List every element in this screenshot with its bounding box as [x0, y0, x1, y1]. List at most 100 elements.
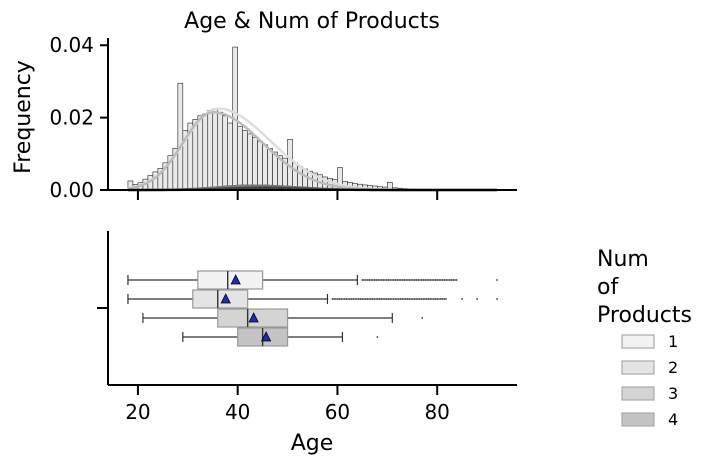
outlier-point [433, 279, 435, 281]
outlier-point [335, 298, 337, 300]
outlier-point [383, 298, 386, 300]
outlier-point [429, 298, 432, 300]
outlier-point [396, 279, 399, 281]
outlier-point [410, 279, 413, 281]
outlier-point [394, 298, 397, 300]
outlier-point [438, 298, 440, 300]
outlier-point [371, 279, 374, 281]
outlier-point [343, 298, 346, 300]
hist-bar [202, 113, 209, 191]
mean-marker [248, 312, 259, 323]
outlier-point [443, 279, 446, 281]
outlier-point [406, 298, 409, 300]
outlier-point [333, 298, 336, 300]
outlier-point [392, 279, 395, 281]
outlier-point [440, 279, 442, 281]
boxplot-4 [182, 327, 379, 347]
outlier-point [331, 298, 334, 300]
outlier-point [373, 279, 376, 281]
outlier-point [406, 279, 409, 281]
mean-marker [230, 274, 241, 285]
mean-marker [260, 331, 272, 342]
outlier-point [441, 298, 444, 300]
outlier-point [439, 298, 442, 300]
box-x-tick-label: 20 [125, 400, 150, 424]
hist-bar [217, 111, 224, 191]
outlier-point [389, 279, 392, 281]
outlier-point [364, 279, 367, 281]
outlier-point [384, 279, 386, 281]
outlier-point [385, 298, 388, 300]
outlier-point [427, 298, 430, 300]
outlier-point [376, 336, 379, 338]
outlier-point [417, 298, 419, 300]
outlier-point [357, 298, 360, 300]
outlier-point [387, 298, 390, 300]
outlier-point [340, 298, 343, 300]
outlier-point [403, 298, 405, 300]
outlier-point [424, 279, 427, 281]
outlier-point [338, 298, 341, 300]
outlier-point [385, 279, 388, 281]
outlier-point [371, 298, 374, 300]
outlier-point [432, 298, 435, 300]
outlier-point [368, 298, 371, 300]
outlier-point [401, 298, 404, 300]
outlier-point [420, 298, 423, 300]
outlier-point [461, 298, 464, 300]
boxplot-panel: 20 40 60 80 Age [97, 231, 517, 456]
outlier-point [347, 298, 350, 300]
chart-title: Age & Num of Products [184, 9, 440, 34]
outlier-point [369, 298, 372, 300]
hist-y-tick-label: 0.02 [49, 106, 94, 130]
outlier-point [378, 279, 381, 281]
outlier-point [425, 298, 428, 300]
outlier-point [429, 279, 432, 281]
outlier-point [401, 279, 404, 281]
outlier-point [447, 279, 449, 281]
outlier-point [397, 298, 400, 300]
outlier-point [408, 298, 411, 300]
outlier-point [350, 298, 353, 300]
outlier-point [368, 279, 371, 281]
outlier-point [355, 298, 358, 300]
outlier-point [342, 298, 344, 300]
hist-bar [227, 122, 233, 191]
outlier-point [421, 317, 424, 319]
hist-bar [252, 137, 258, 191]
outlier-point [411, 298, 414, 300]
outlier-point [366, 298, 369, 300]
legend-entries: 1 2 3 4 [621, 332, 678, 429]
outlier-point [431, 279, 434, 281]
box [197, 270, 264, 290]
outlier-point [404, 298, 407, 300]
outlier-point [413, 298, 416, 300]
outlier-point [370, 279, 373, 281]
outlier-point [364, 298, 367, 300]
outlier-point [427, 279, 430, 281]
outlier-point [380, 298, 383, 300]
hist-bar [222, 115, 229, 191]
outlier-point [399, 298, 402, 300]
outlier-point [373, 298, 376, 300]
legend-swatch-1 [621, 334, 655, 349]
box [192, 289, 249, 309]
outlier-point [415, 279, 418, 281]
outlier-point [422, 279, 425, 281]
legend-label-1: 1 [668, 332, 678, 351]
hist-y-tick-label: 0.04 [49, 33, 94, 57]
outlier-point [390, 298, 393, 300]
outlier-point [419, 279, 421, 281]
histogram-panel: 0.00 0.02 0.04 Frequency [11, 33, 517, 202]
outlier-point [345, 298, 348, 300]
outlier-point [398, 279, 400, 281]
outlier-point [476, 298, 478, 300]
outlier-point [352, 298, 355, 300]
outlier-point [438, 279, 441, 281]
outlier-point [434, 298, 437, 300]
outlier-point [389, 298, 391, 300]
outlier-point [415, 298, 418, 300]
outlier-point [376, 298, 379, 300]
outlier-point [424, 298, 426, 300]
